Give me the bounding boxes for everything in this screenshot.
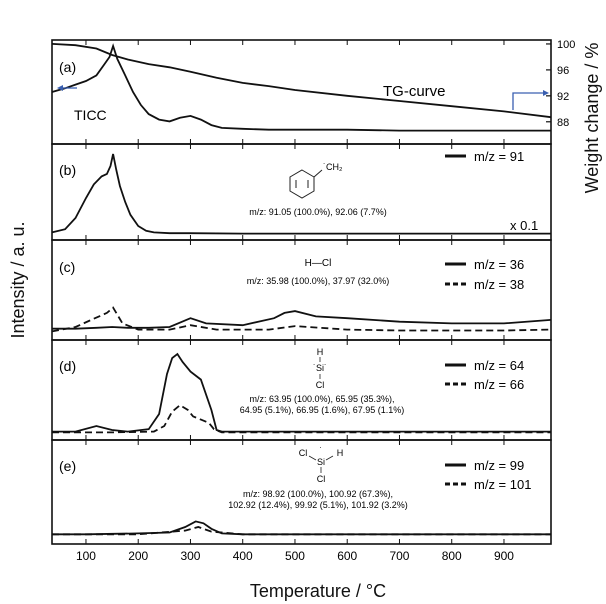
x-axis-tick-label: 800: [442, 549, 462, 563]
panel-b: (b) ˙CH₂ m/z: 91.05 (100.0%), 92.06 (7.7…: [51, 143, 552, 241]
panel-d-annotation-line1: m/z: 63.95 (100.0%), 65.95 (35.3%),: [249, 394, 394, 404]
benzyl-structure: [289, 169, 323, 199]
x-axis-tick-label: 100: [76, 549, 96, 563]
sihcl2-structure: Cl ˙ Si H Cl: [299, 446, 344, 484]
panel-e-label: (e): [59, 458, 76, 474]
x-axis-ticks: 100 200 300 400 500 600 700 800 900: [76, 40, 514, 563]
series-mz99: [52, 520, 551, 536]
panel-e-annotation-line2: 102.92 (12.4%), 99.92 (5.1%), 101.92 (3.…: [228, 500, 408, 510]
legend-label-mz91: m/z = 91: [474, 149, 524, 164]
panel-b-scale: x 0.1: [510, 218, 538, 233]
panel-d-label: (d): [59, 358, 76, 374]
sihcl-structure-h: H: [317, 347, 324, 357]
right-axis-tick-label: 100: [557, 39, 575, 51]
panel-a-frame: [51, 39, 552, 145]
panel-e: (e) Cl ˙ Si H Cl m/z: 98.92 (100.0%), 10…: [51, 439, 552, 545]
sihcl-structure-si: ˙Si˙: [313, 363, 327, 373]
series-tg-curve: [51, 43, 552, 119]
x-axis-tick-label: 300: [180, 549, 200, 563]
series-ticc: [51, 43, 551, 132]
panel-b-annotation: m/z: 91.05 (100.0%), 92.06 (7.7%): [249, 207, 387, 217]
panel-a-label: (a): [59, 59, 76, 75]
panel-d-annotation-line2: 64.95 (5.1%), 66.95 (1.6%), 67.95 (1.1%): [240, 405, 405, 415]
x-axis-label: Temperature / °C: [250, 581, 386, 601]
y-axis-label-left: Intensity / a. u.: [8, 221, 28, 338]
legend-label-mz101: m/z = 101: [474, 477, 531, 492]
right-axis-tick-label: 92: [557, 91, 569, 103]
sihcl2-structure-radical: ˙: [320, 446, 323, 456]
x-axis-tick-label: 400: [233, 549, 253, 563]
left-axis-arrow: [57, 85, 77, 91]
right-axis-tick-label: 96: [557, 65, 569, 77]
panel-d: (d) H ˙Si˙ Cl m/z: 63.95 (100.0%), 65.95…: [51, 339, 552, 441]
right-axis-tick-label: 88: [557, 117, 569, 129]
sihcl-structure-cl: Cl: [316, 380, 325, 390]
series-mz38: [51, 306, 552, 333]
sihcl-structure: H ˙Si˙ Cl: [313, 347, 327, 390]
legend-label-mz38: m/z = 38: [474, 277, 524, 292]
benzyl-structure-label: ˙CH₂: [323, 162, 343, 172]
x-axis-tick-label: 200: [128, 549, 148, 563]
x-axis-tick-label: 900: [494, 549, 514, 563]
hcl-structure: H—Cl: [305, 258, 332, 269]
series-mz66: [52, 404, 551, 434]
panel-a: (a) TICC TG-curve 100 96 92 88: [51, 39, 575, 145]
y-axis-label-right: Weight change / %: [582, 43, 602, 194]
sihcl2-structure-si: Si: [317, 457, 325, 467]
panel-c-label: (c): [59, 259, 75, 275]
legend-label-mz66: m/z = 66: [474, 377, 524, 392]
panel-c-annotation: m/z: 35.98 (100.0%), 37.97 (32.0%): [247, 276, 390, 286]
legend-label-mz36: m/z = 36: [474, 257, 524, 272]
legend-label-mz99: m/z = 99: [474, 458, 524, 473]
right-axis-arrow: [512, 90, 549, 110]
panel-c: (c) H—Cl m/z: 35.98 (100.0%), 37.97 (32.…: [51, 239, 552, 341]
sihcl2-structure-cl-bottom: Cl: [317, 474, 326, 484]
tg-curve-label: TG-curve: [383, 83, 446, 100]
series-mz64: [52, 352, 551, 433]
series-mz36: [52, 310, 552, 330]
panel-e-frame: [51, 439, 552, 545]
sihcl2-structure-cl-left: Cl: [299, 448, 308, 458]
x-axis-tick-label: 500: [285, 549, 305, 563]
series-mz91: [51, 153, 551, 235]
panel-e-annotation-line1: m/z: 98.92 (100.0%), 100.92 (67.3%),: [243, 489, 393, 499]
right-axis-ticks: 100 96 92 88: [546, 39, 575, 129]
panel-b-label: (b): [59, 162, 76, 178]
x-axis-tick-label: 600: [337, 549, 357, 563]
ticc-label: TICC: [74, 107, 107, 123]
x-axis-tick-label: 700: [389, 549, 409, 563]
sihcl2-structure-h: H: [337, 448, 344, 458]
legend-label-mz64: m/z = 64: [474, 358, 524, 373]
